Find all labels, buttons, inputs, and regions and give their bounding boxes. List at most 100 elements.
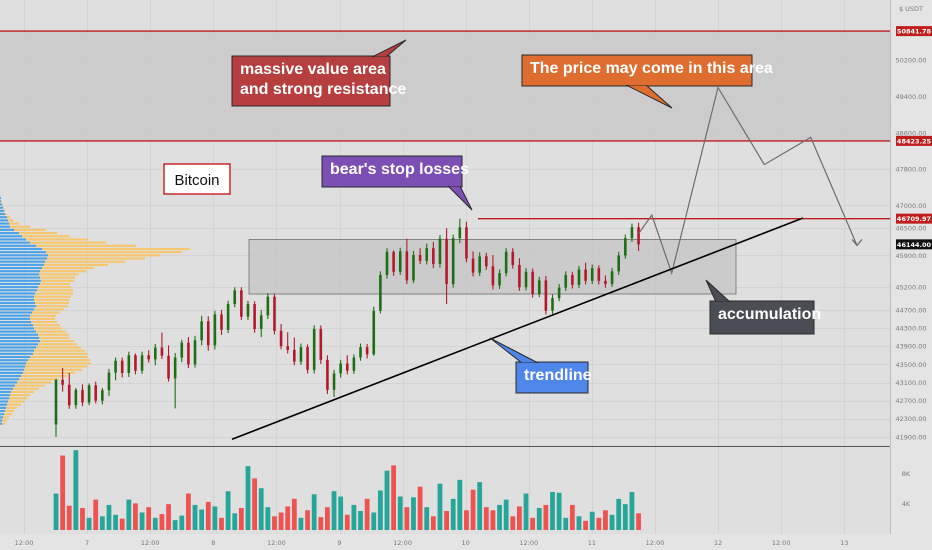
time-tick-label: 12:00 [267,539,286,547]
volume-profile-bar-up [0,365,25,368]
volume-profile-bar-down [24,368,82,371]
volume-profile-bar-up [0,346,36,349]
callout-text: trendline [524,367,592,384]
volume-bar [212,506,218,530]
price-tag-stop-loss-level [896,213,932,224]
volume-bar [179,515,185,530]
volume-profile-bar-down [30,317,55,320]
candle-body [253,303,256,329]
volume-profile-bar-up [0,378,19,381]
volume-bar [166,504,171,530]
candle-body [206,321,210,346]
trendline-group [231,217,804,441]
candle-body [604,280,607,285]
price-tag-resistance-bottom [896,135,932,146]
volume-bar [550,492,555,530]
candle-body [531,271,534,295]
volume-bar [589,511,595,530]
volume-profile-bar-down [36,330,66,333]
time-axis-background [0,534,890,550]
chart-title-box [163,163,231,195]
price-axis[interactable]: $ USDT50800.0050200.0049400.0048600.0047… [895,5,932,441]
candle-body [478,256,481,273]
volume-profile-bar-down [40,340,74,343]
volume-profile-bar-down [30,241,106,244]
price-tag-label: 46144.00 [897,241,932,249]
candle-body [293,349,296,362]
candle-body [147,355,150,360]
time-axis[interactable]: 12:00 7 12:00 8 12:00 9 12:00 10 12:00 11 12:00 12 1… [15,539,849,547]
volume-profile-bar-down [26,238,88,241]
volume-profile-bar-up [0,343,38,346]
volume-profile-bar-down [30,314,56,317]
volume-bar [530,517,536,530]
candle-body [624,238,627,256]
volume-profile-bar-up [0,282,40,285]
volume-profile-bar-up [0,260,45,263]
candle-body [87,385,91,403]
callout-trendline: trendline [489,337,592,394]
volume-bar [358,511,363,530]
candle-body [597,268,601,281]
volume-bar [437,483,443,530]
volume-bar [318,517,324,530]
callout-text: accumulation [718,306,821,323]
volume-profile-bar-down [35,301,69,305]
volume-profile-bar-down [39,273,79,276]
candle-body [279,330,283,347]
volume-profile-bar-down [4,209,5,212]
candle-body [551,298,554,311]
candle-body [491,266,495,286]
volume-profile-bar-up [0,419,2,422]
volume-profile-bar-up [0,209,4,212]
volume-profile-bar-up [0,349,34,352]
candle-body [571,274,574,285]
volume-profile-bar-up [0,254,48,257]
volume-profile-bar-down [25,365,87,368]
volume-profile-bar-down [9,397,27,400]
volume-profile-bar-up [0,247,42,251]
volume-profile-bar-down [7,216,10,219]
volume-profile-bar-up [0,384,15,387]
volume-profile-bar-down [19,378,59,381]
volume-bar [444,511,449,530]
candle-body [432,248,435,265]
candle-body [544,280,548,311]
volume-profile-bar-down [47,257,145,260]
volume-bar [113,514,118,530]
price-tick-label: 45900.00 [895,252,926,260]
volume-profile-bar-up [0,276,40,279]
volume-profile-bar-up [0,251,46,254]
volume-profile-bar-down [39,336,69,339]
volume-profile-bar-up [0,311,32,314]
candle-body [524,271,528,288]
volume-profile-bar-up [0,222,9,225]
volume-profile-bar-down [35,292,73,295]
price-tick-label: 43100.00 [895,379,926,387]
volume-profile-bar-up [0,333,38,336]
callout-text: and strong resistance [240,81,406,98]
price-tick-label: 49400.00 [895,93,926,101]
candle-body [359,347,362,358]
candle-body [154,347,157,360]
time-tick-label: 12:00 [519,539,538,547]
candle-body [504,251,508,274]
volume-profile-bar-down [5,409,14,413]
volume-profile-bar-down [40,276,75,279]
volume-bar [397,496,403,530]
candle-body [200,321,203,341]
volume-bar [483,507,489,530]
candle-body [173,357,177,379]
candle-body [81,389,84,403]
volume-axis-label: 8K [902,470,911,478]
volume-profile-bar-up [0,387,13,390]
projection-arrowhead [851,239,863,247]
candle-body [425,248,429,261]
volume-profile-bar-up [0,301,35,305]
volume-profile-bar-up [0,317,30,320]
candle-body [471,258,475,273]
candle-body [101,390,104,401]
volume-bar [252,478,257,530]
volume-profile-bar-up [0,336,39,339]
